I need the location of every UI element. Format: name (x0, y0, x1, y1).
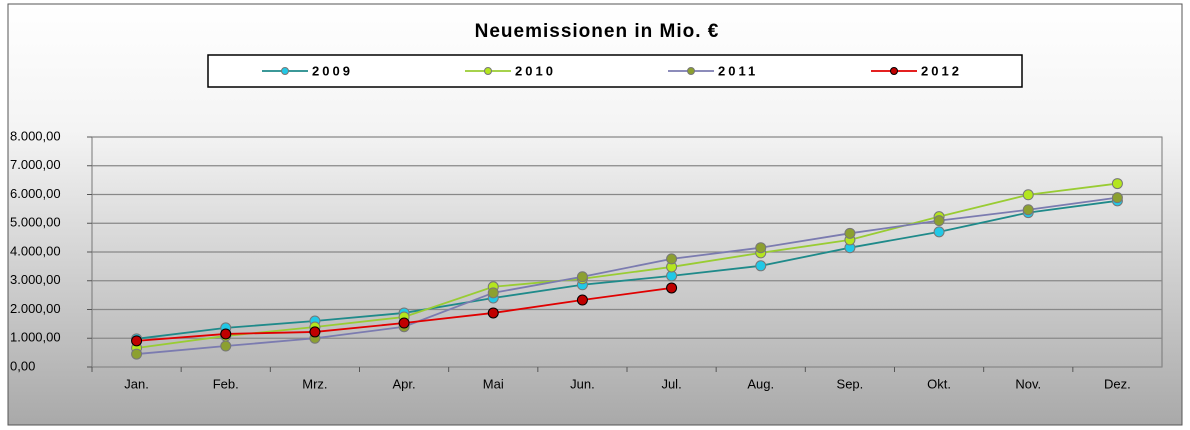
y-tick-label: 0,00 (10, 358, 35, 373)
series-line (136, 199, 1118, 340)
data-point (220, 328, 232, 340)
data-point (755, 242, 767, 254)
x-tick-label: Sep. (837, 376, 864, 391)
y-tick-label: 5.000,00 (10, 215, 61, 230)
series-line (136, 196, 1118, 355)
data-point (933, 215, 945, 227)
legend-label: 2010 (515, 63, 556, 78)
data-point (1022, 189, 1034, 201)
data-point (1111, 178, 1123, 190)
y-tick-label: 7.000,00 (10, 157, 61, 172)
data-point (1111, 192, 1123, 204)
data-point (131, 335, 143, 347)
data-point (666, 253, 678, 265)
data-point (220, 340, 232, 352)
x-tick-label: Mai (483, 376, 504, 391)
data-point (576, 294, 588, 306)
y-tick-label: 3.000,00 (10, 272, 61, 287)
x-tick-label: Nov. (1015, 376, 1041, 391)
x-tick-label: Feb. (213, 376, 239, 391)
y-tick-label: 1.000,00 (10, 330, 61, 345)
y-tick-label: 8.000,00 (10, 128, 61, 143)
data-point (576, 271, 588, 283)
x-tick-label: Aug. (747, 376, 774, 391)
x-tick-label: Apr. (393, 376, 416, 391)
data-point (131, 348, 143, 360)
data-point (398, 317, 410, 329)
legend-label: 2009 (312, 63, 353, 78)
data-point (309, 326, 321, 338)
legend-label: 2012 (921, 63, 962, 78)
legend-marker (281, 67, 289, 75)
x-tick-label: Jan. (124, 376, 149, 391)
x-tick-label: Okt. (927, 376, 951, 391)
data-point (666, 282, 678, 294)
x-tick-label: Jun. (570, 376, 595, 391)
data-point (1022, 204, 1034, 216)
y-tick-label: 2.000,00 (10, 301, 61, 316)
legend-marker (890, 67, 898, 75)
data-point (933, 226, 945, 238)
y-tick-label: 4.000,00 (10, 243, 61, 258)
y-tick-label: 6.000,00 (10, 186, 61, 201)
data-point (755, 260, 767, 272)
series-line (136, 182, 1118, 349)
legend-label: 2011 (718, 63, 758, 78)
legend-marker (687, 67, 695, 75)
chart-title: Neuemissionen in Mio. € (475, 21, 720, 42)
legend-marker (484, 67, 492, 75)
x-tick-label: Mrz. (302, 376, 327, 391)
x-tick-label: Jul. (661, 376, 681, 391)
x-tick-label: Dez. (1104, 376, 1131, 391)
data-point (487, 307, 499, 319)
data-point (844, 227, 856, 239)
data-point (487, 287, 499, 299)
